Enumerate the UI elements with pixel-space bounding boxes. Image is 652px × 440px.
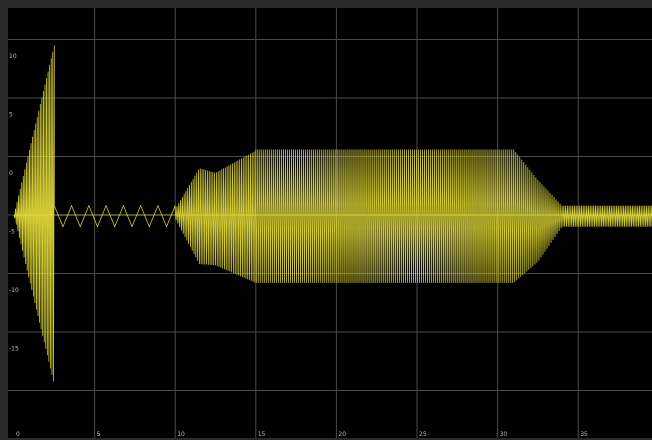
tick-labels: 0 5 10 15 20 25 30 35 15 10 5 0 -5 -10 -15 xyxy=(9,0,588,438)
x-tick-label: 35 xyxy=(580,431,588,438)
y-tick-label: -15 xyxy=(9,346,19,353)
x-tick-label: 15 xyxy=(258,431,266,438)
y-tick-label: 15 xyxy=(9,0,17,2)
y-tick-label: 10 xyxy=(9,53,17,60)
x-tick-label: 5 xyxy=(97,431,101,438)
y-tick-label: 0 xyxy=(9,170,13,177)
signal-line xyxy=(13,45,652,382)
x-tick-label: 0 xyxy=(16,431,20,438)
x-tick-label: 20 xyxy=(338,431,346,438)
y-tick-label: -10 xyxy=(9,287,19,294)
x-tick-label: 25 xyxy=(419,431,427,438)
y-tick-label: 5 xyxy=(9,112,13,119)
x-tick-label: 30 xyxy=(500,431,508,438)
y-tick-label: -5 xyxy=(9,229,15,236)
signal-trace xyxy=(13,45,652,382)
x-tick-label: 10 xyxy=(177,431,185,438)
